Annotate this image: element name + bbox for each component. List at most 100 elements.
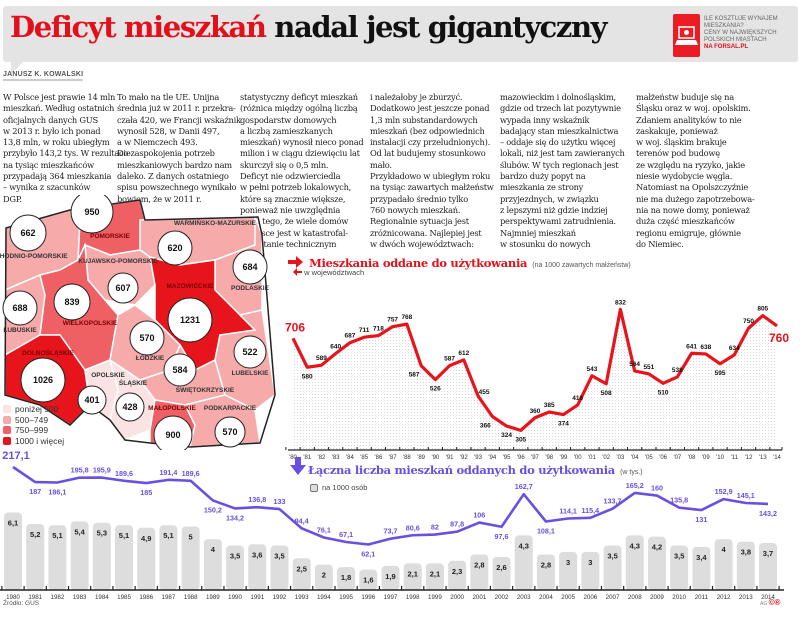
article-line: w stosunku do nowych [500, 238, 591, 249]
article-line: skurczył się o 0,5 mln. [240, 159, 329, 170]
legend-item: 500–749 [3, 415, 64, 426]
article-line: perspektywami zatrudnienia. [500, 216, 616, 227]
bar-label: 3 [588, 558, 592, 567]
region-value: 900 [165, 430, 180, 440]
forsal-link[interactable]: NA FORSAL.PL [704, 44, 749, 50]
x-tick-label: '12 [745, 455, 753, 461]
article-line: (różnica między ogólną liczbą [240, 103, 358, 114]
credit: AG ©® [760, 598, 781, 607]
region-value: 401 [84, 395, 99, 405]
data-label: 366 [480, 422, 491, 429]
region-bubble [233, 335, 267, 369]
line-label: 67,1 [339, 530, 353, 539]
bar-label: 4,9 [141, 534, 151, 543]
article-line: m.in. tego, że wiele domów [240, 216, 349, 227]
bar [92, 522, 111, 590]
data-label: 526 [430, 386, 441, 393]
article-line: Śląsku oraz w woj. opolskim. [636, 103, 751, 114]
article-line: Przykładowo w ubiegłym roku [370, 171, 491, 182]
x-tick-label: 1983 [73, 594, 87, 601]
x-tick-label: 1997 [384, 594, 398, 601]
article-line: 760 nowych mieszkań. [370, 204, 461, 215]
article-line: Deficyt nie odzwierciedla [240, 171, 341, 182]
legend-swatch [3, 436, 11, 445]
line-label: 189,6 [182, 469, 200, 478]
x-tick-label: 1981 [28, 594, 42, 601]
data-label: 711 [359, 327, 370, 334]
article-line: mieszkań (bez odpowiednich [370, 125, 485, 136]
region-label: KUJAWSKO-POMORSKIE [78, 258, 158, 265]
x-tick-label: 1989 [206, 594, 220, 601]
x-tick-label: 1985 [117, 594, 131, 601]
region-bubble [232, 249, 268, 285]
region-label: OPOLSKIE [91, 372, 125, 379]
bar [714, 539, 733, 590]
article-line: gospodarstw domowych [240, 114, 337, 125]
article-line: wypada inny wskaźnik [500, 114, 590, 125]
article-line: 1,3 mln substandardowych [370, 114, 478, 125]
data-label: 416 [572, 395, 583, 402]
article-line: wynosił 528, w Danii 497, [117, 125, 220, 136]
x-tick-label: '97 [531, 455, 539, 461]
article-line: na tysiąc mieszkańców [3, 159, 94, 170]
article-line: zaskakuje, ponieważ [636, 125, 718, 136]
data-label: 612 [458, 350, 469, 357]
data-label: 564 [629, 361, 640, 368]
chart1-note: w województwach [293, 268, 364, 277]
x-tick-label: '11 [731, 455, 739, 461]
article-line: – wynika z szacunków [3, 182, 91, 193]
x-tick-label: '06 [659, 455, 667, 461]
bar [536, 554, 555, 590]
legend-item: 750–999 [3, 425, 64, 436]
x-tick-label: 1984 [95, 594, 109, 601]
article-column: i należałoby je zburzyć. Dodatkowo jest j… [370, 92, 494, 250]
region-label: LUBUSKIE [3, 327, 37, 334]
data-label: 510 [658, 389, 669, 396]
bar [48, 525, 67, 590]
x-tick-label: '14 [773, 455, 781, 461]
promo-text[interactable]: Ile kosztuje wynajem mieszkania? Ceny w … [704, 16, 794, 51]
x-tick-label: '13 [759, 455, 767, 461]
x-tick-label: 1980 [6, 594, 20, 601]
article-line: spisu powszechnego wynikało [117, 182, 237, 193]
line-label: 145,1 [737, 491, 755, 500]
region-label: WARMIŃSKO-MAZURSKIE [174, 218, 257, 227]
article-line: oficjalnych danych GUS [3, 114, 98, 125]
line-label: 133 [273, 497, 285, 506]
forsal-promo[interactable]: Ile kosztuje wynajem mieszkania? Ceny w … [673, 14, 794, 57]
bar [514, 535, 533, 590]
line-label: 143,2 [759, 509, 777, 518]
data-label: 832 [615, 299, 626, 306]
x-tick-label: '82 [318, 455, 326, 461]
x-tick-label: '95 [503, 455, 511, 461]
article-line: bowiem, że w 2011 r. [117, 193, 202, 204]
bar [292, 558, 311, 590]
article-line: mieszkań) wynosił nieco ponad [240, 137, 364, 148]
x-tick-label: 2013 [739, 594, 753, 601]
bar [181, 526, 200, 590]
legend-swatch [310, 483, 318, 492]
x-tick-label: 2006 [583, 594, 597, 601]
article-line: czała 420, we Francji wskaźnik [117, 114, 241, 125]
region-value: 839 [64, 297, 79, 307]
bar [381, 565, 400, 590]
region-value: 1026 [33, 375, 53, 385]
computer-icon [673, 14, 700, 57]
region-label: DOLNOŚLĄSKIE [22, 348, 74, 357]
article-line: statystyczny deficyt mieszkań [240, 92, 358, 102]
region-value: 1231 [180, 315, 200, 325]
x-tick-label: '88 [403, 455, 411, 461]
x-tick-label: '98 [545, 455, 553, 461]
bar [603, 545, 622, 590]
article-line: a liczbą zamieszkanych [240, 125, 333, 136]
data-label: 580 [302, 373, 313, 380]
region-value: 522 [242, 347, 257, 357]
bar-label: 2,8 [541, 560, 551, 569]
bar [248, 544, 267, 590]
article-line: DGP. [3, 193, 22, 204]
line-label: 162,7 [515, 482, 533, 491]
region-value: 950 [84, 207, 99, 217]
article-line: bardzo duży popyt na [500, 171, 586, 182]
article-line: w Polsce jest w katastrofal- [240, 227, 348, 238]
article-line: To mało na tle UE. Unijna [117, 92, 220, 102]
